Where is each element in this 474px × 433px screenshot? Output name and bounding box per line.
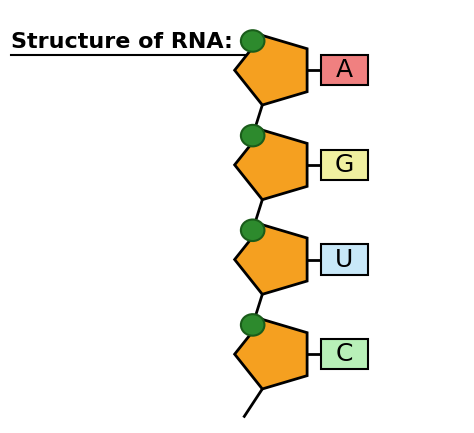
Polygon shape (235, 320, 307, 389)
Text: C: C (336, 342, 353, 366)
FancyBboxPatch shape (321, 55, 368, 85)
Polygon shape (235, 130, 307, 200)
Text: G: G (335, 153, 354, 177)
Polygon shape (235, 225, 307, 294)
Circle shape (241, 125, 264, 146)
FancyBboxPatch shape (321, 339, 368, 369)
Text: A: A (336, 58, 353, 82)
Circle shape (241, 314, 264, 336)
Circle shape (241, 220, 264, 241)
Circle shape (241, 30, 264, 52)
Text: Structure of RNA:: Structure of RNA: (11, 32, 233, 52)
Polygon shape (235, 36, 307, 105)
Text: U: U (335, 248, 354, 271)
FancyBboxPatch shape (321, 150, 368, 180)
FancyBboxPatch shape (321, 245, 368, 275)
